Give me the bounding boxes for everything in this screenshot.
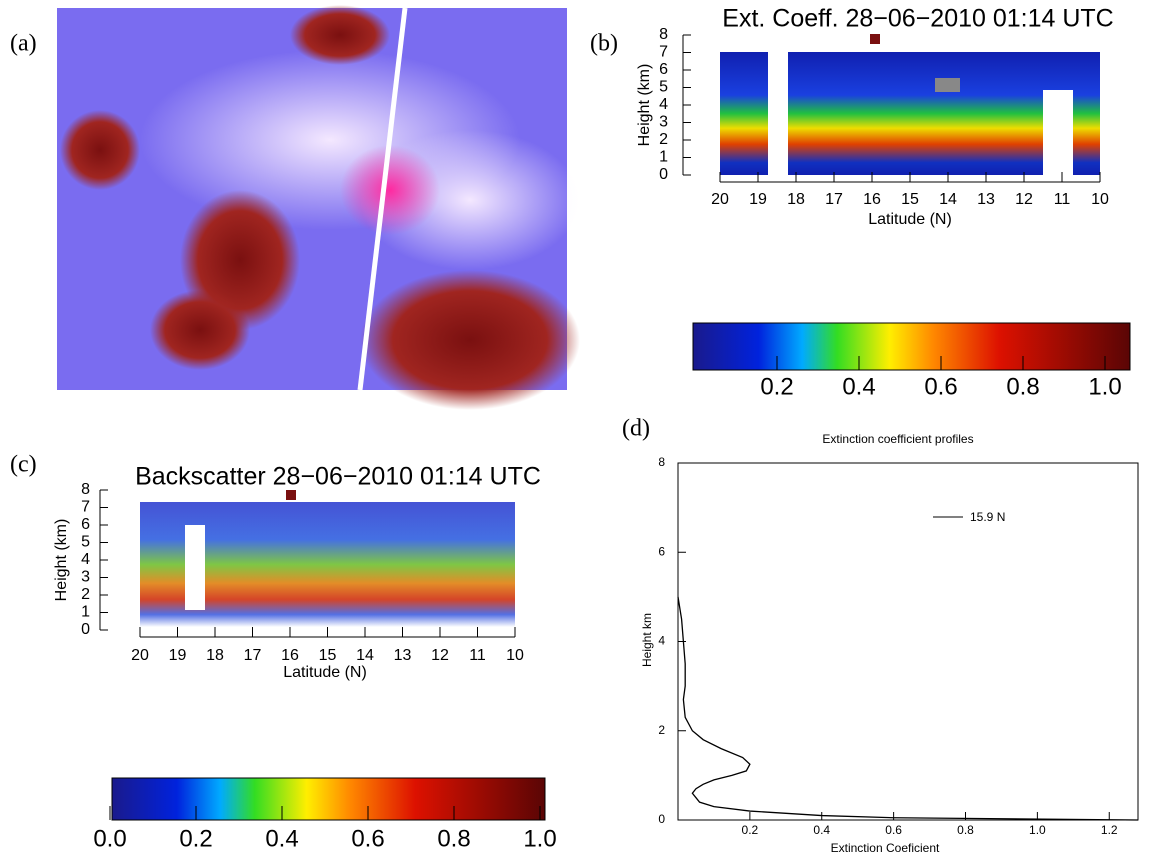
x-tick-label: 12 (431, 647, 449, 664)
x-tick-label: 11 (469, 647, 486, 664)
x-tick-label: 0.8 (957, 823, 974, 837)
y-tick-label: 4 (81, 551, 90, 568)
y-tick-label: 5 (659, 79, 668, 96)
x-tick-label: 16 (281, 647, 299, 664)
chart-title: Ext. Coeff. 28−06−2010 01:14 UTC (722, 5, 1113, 33)
y-tick-label: 0 (658, 812, 665, 826)
x-tick-label: 19 (749, 191, 767, 208)
panel-label: (a) (10, 31, 37, 57)
satellite-image (57, 5, 580, 410)
plot-frame (677, 462, 1139, 821)
x-axis-label: Latitude (N) (868, 211, 952, 228)
y-tick-label: 0 (81, 621, 90, 638)
profile-line (677, 596, 1139, 821)
panel-label: (b) (590, 31, 618, 57)
x-tick-label: 19 (169, 647, 187, 664)
x-tick-label: 15 (901, 191, 919, 208)
y-tick-label: 2 (81, 586, 90, 603)
chart-title: Extinction coefficient profiles (822, 432, 973, 446)
extinction-curtain (720, 34, 1100, 175)
y-tick-label: 3 (659, 114, 668, 131)
colorbar-tick-label: 1.0 (523, 825, 556, 852)
y-tick-label: 7 (81, 499, 90, 516)
y-tick-label: 4 (659, 96, 668, 113)
x-tick-label: 14 (356, 647, 374, 664)
colorbar-tick-label: 0.0 (93, 825, 126, 852)
colorbar (692, 322, 1131, 371)
colorbar-tick-label: 0.2 (179, 825, 212, 852)
colorbar-tick-label: 0.6 (351, 825, 384, 852)
panel-label: (d) (622, 416, 650, 442)
colorbar-tick-label: 0.4 (265, 825, 298, 852)
colorbar-tick-label: 0.4 (842, 373, 875, 400)
colorbar-tick-label: 0.8 (437, 825, 470, 852)
x-axis-label: Extinction Coeficient (831, 841, 940, 855)
y-tick-label: 2 (659, 131, 668, 148)
y-tick-label: 8 (659, 26, 668, 43)
x-tick-label: 10 (1091, 191, 1109, 208)
backscatter-curtain (140, 490, 515, 627)
y-tick-label: 6 (658, 544, 665, 558)
x-tick-label: 20 (711, 191, 729, 208)
x-tick-label: 18 (206, 647, 224, 664)
y-tick-label: 6 (81, 516, 90, 533)
y-tick-label: 5 (81, 534, 90, 551)
x-tick-label: 1.0 (1029, 823, 1046, 837)
x-tick-label: 17 (825, 191, 843, 208)
colorbar-tick-label: 1.0 (1088, 373, 1121, 400)
x-tick-label: 13 (394, 647, 412, 664)
colorbar-tick-label: 0.8 (1006, 373, 1039, 400)
chart-title: Backscatter 28−06−2010 01:14 UTC (135, 463, 541, 491)
x-tick-label: 15 (319, 647, 337, 664)
colorbar-tick-label: 0.6 (924, 373, 957, 400)
x-tick-label: 1.2 (1101, 823, 1118, 837)
y-axis-label: Height (km) (53, 519, 70, 602)
x-tick-label: 0.6 (885, 823, 902, 837)
colorbar (111, 777, 546, 821)
y-tick-label: 8 (81, 481, 90, 498)
x-axis-label: Latitude (N) (283, 664, 367, 681)
y-tick-label: 8 (658, 455, 665, 469)
x-tick-label: 20 (131, 647, 149, 664)
x-tick-label: 11 (1054, 191, 1071, 208)
y-tick-label: 7 (659, 44, 668, 61)
x-tick-label: 16 (863, 191, 881, 208)
x-tick-label: 14 (939, 191, 957, 208)
y-tick-label: 6 (659, 61, 668, 78)
y-axis-label: Height (km) (636, 64, 653, 147)
y-tick-label: 3 (81, 569, 90, 586)
y-tick-label: 4 (658, 634, 665, 648)
x-tick-label: 0.2 (742, 823, 759, 837)
y-tick-label: 1 (81, 604, 90, 621)
y-tick-label: 1 (659, 149, 668, 166)
panel-label: (c) (10, 452, 37, 478)
legend-label: 15.9 N (970, 510, 1005, 524)
x-tick-label: 18 (787, 191, 805, 208)
x-tick-label: 10 (506, 647, 524, 664)
x-tick-label: 0.4 (813, 823, 830, 837)
y-tick-label: 0 (659, 166, 668, 183)
x-tick-label: 13 (977, 191, 995, 208)
y-axis-label: Height km (640, 613, 654, 667)
y-tick-label: 2 (658, 723, 665, 737)
colorbar-tick-label: 0.2 (760, 373, 793, 400)
x-tick-label: 12 (1015, 191, 1033, 208)
x-tick-label: 17 (244, 647, 262, 664)
